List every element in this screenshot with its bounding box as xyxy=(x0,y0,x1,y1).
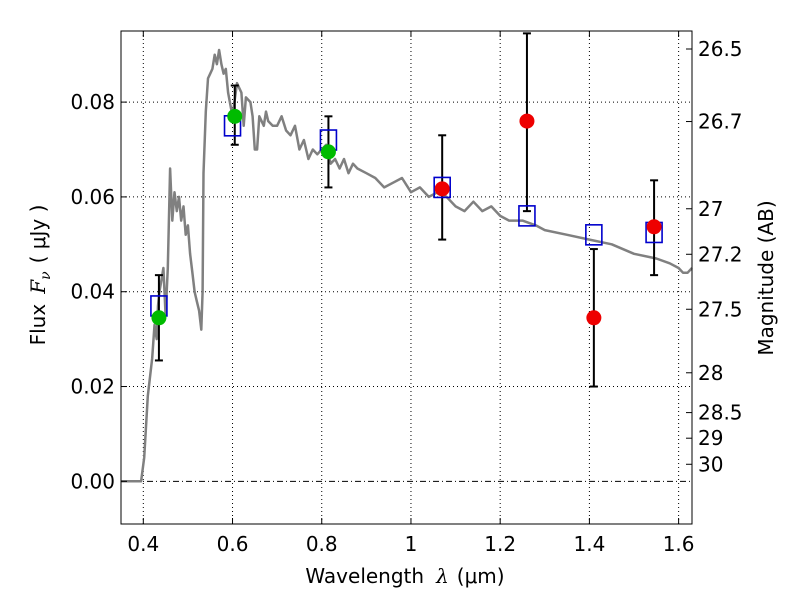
y-tick-label: 0.06 xyxy=(70,185,115,209)
y-axis-unit: ( μJy ) xyxy=(26,205,50,264)
x-axis-title-prefix: Wavelength xyxy=(305,564,424,588)
magnitude-tick-label: 27 xyxy=(698,197,723,221)
y-axis-symbol: F xyxy=(26,279,50,295)
magnitude-axis-title: Magnitude (AB) xyxy=(754,200,778,355)
model-photometry-squares xyxy=(150,115,663,317)
y-axis-title: Flux Fν ( μJy ) xyxy=(26,205,54,346)
magnitude-tick-label: 28.5 xyxy=(698,401,743,425)
x-tick-label: 1.6 xyxy=(663,532,695,556)
model-photometry-square xyxy=(433,176,451,199)
x-tick-label: 1.2 xyxy=(484,532,516,556)
magnitude-tick-label: 26.5 xyxy=(698,37,743,61)
x-axis-title: Wavelength λ (μm) xyxy=(305,564,504,588)
x-tick-label: 0.8 xyxy=(306,532,338,556)
x-tick-label: 0.6 xyxy=(217,532,249,556)
magnitude-tick-label: 29 xyxy=(698,426,723,450)
detection-points xyxy=(151,108,662,326)
x-tick-labels: 0.4 0.6 0.8 1 1.2 1.4 1.6 xyxy=(127,532,694,556)
y-tick-label: 0.08 xyxy=(70,90,115,114)
magnitude-tick-label: 28 xyxy=(698,361,723,385)
model-photometry-square xyxy=(585,224,603,246)
spectrum-layer xyxy=(121,48,693,483)
x-tick-label: 1.4 xyxy=(573,532,605,556)
detection-point xyxy=(646,219,662,235)
y-axis-title-text: Flux xyxy=(26,304,50,346)
error-bars xyxy=(154,32,659,388)
x-tick-label: 0.4 xyxy=(127,532,159,556)
detection-point xyxy=(151,310,167,326)
magnitude-tick-label: 27.5 xyxy=(698,297,743,321)
detection-point xyxy=(519,113,535,129)
y-tick-label: 0.00 xyxy=(70,469,115,493)
model-photometry-square xyxy=(518,205,536,227)
detection-point xyxy=(434,181,450,197)
magnitude-tick-label: 27.2 xyxy=(698,242,743,266)
x-axis-symbol: λ xyxy=(435,564,449,588)
x-tick-label: 1 xyxy=(405,532,418,556)
plot-frame xyxy=(120,30,693,525)
x-axis-unit: (μm) xyxy=(457,564,505,588)
detection-point xyxy=(586,310,602,326)
magnitude-tick-label: 26.7 xyxy=(698,110,743,134)
detection-point xyxy=(227,108,243,124)
detection-point xyxy=(320,144,336,160)
model-spectrum-line xyxy=(121,48,693,483)
magnitude-tick-label: 30 xyxy=(698,452,723,476)
axis-ticks xyxy=(121,31,692,524)
y-tick-label: 0.02 xyxy=(70,375,115,399)
y-tick-label: 0.04 xyxy=(70,280,115,304)
y-axis-subscript: ν xyxy=(38,271,54,280)
y-tick-labels: 0.00 0.02 0.04 0.06 0.08 xyxy=(70,90,115,493)
